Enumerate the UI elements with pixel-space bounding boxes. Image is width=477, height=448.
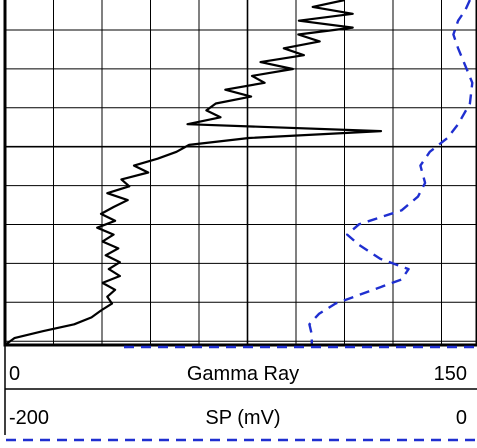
gamma-ray-max-label: 150 (434, 363, 467, 385)
gamma-ray-curve (4, 0, 383, 346)
gamma-ray-title: Gamma Ray (187, 363, 299, 385)
gamma-ray-min-label: 0 (9, 363, 20, 385)
header-panel: 0 Gamma Ray 150 -200 SP (mV) 0 (4, 345, 477, 442)
sp-max-label: 0 (456, 407, 467, 429)
curves-layer (4, 0, 474, 346)
sp-min-label: -200 (9, 407, 49, 429)
sp-curve (308, 0, 474, 345)
sp-title: SP (mV) (205, 407, 280, 429)
plot-frame (3, 0, 477, 347)
grid-layer (5, 0, 477, 345)
